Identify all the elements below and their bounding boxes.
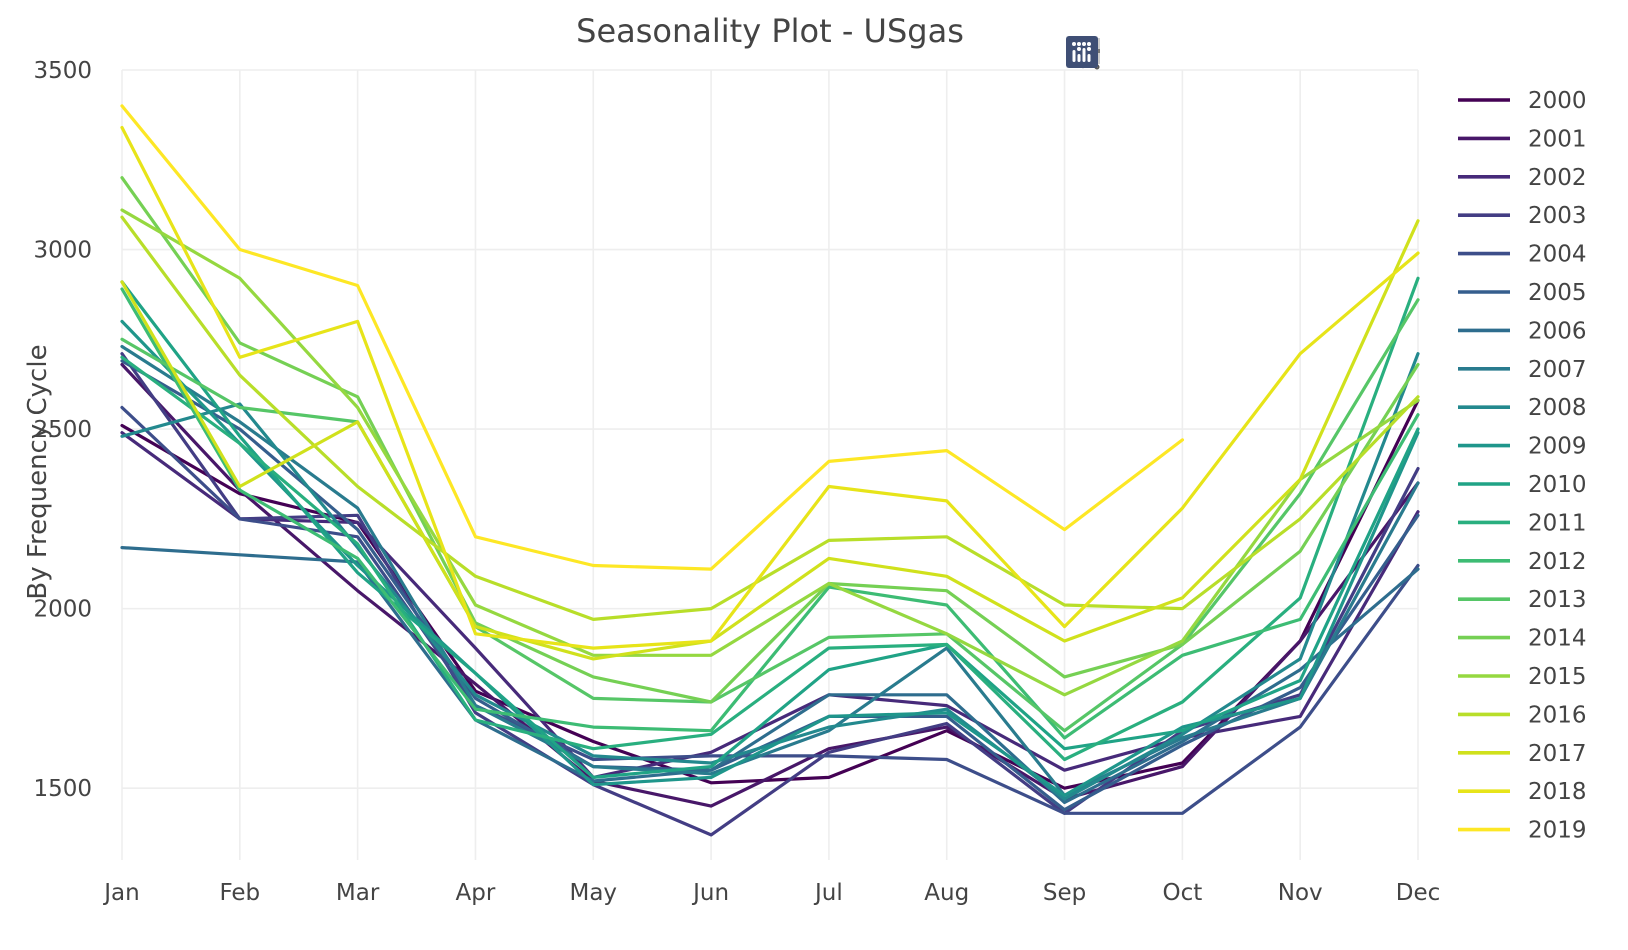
y-axis-label: By Frequency Cycle (23, 344, 53, 599)
legend-label: 2018 (1528, 779, 1587, 805)
legend-label: 2002 (1528, 165, 1587, 191)
series-line-2006[interactable] (120, 546, 1420, 805)
zoom-in-icon[interactable] (1067, 37, 1282, 78)
x-tick-label: Oct (1162, 880, 1202, 906)
hover-closest-icon[interactable] (1067, 38, 1488, 78)
x-tick-label: Jul (813, 880, 843, 906)
legend-item-2010[interactable]: 2010 (1458, 472, 1587, 498)
legend-item-2016[interactable]: 2016 (1458, 702, 1587, 728)
x-tick-label: Dec (1396, 880, 1441, 906)
legend-label: 2016 (1528, 702, 1587, 728)
legend-label: 2011 (1528, 510, 1587, 536)
legend-label: 2003 (1528, 203, 1587, 229)
x-tick-label: Feb (219, 880, 260, 906)
grid-layer (121, 69, 1419, 860)
zoom-out-icon[interactable] (1067, 37, 1330, 78)
series-line-2016[interactable] (120, 215, 1420, 621)
legend-item-2006[interactable]: 2006 (1458, 318, 1587, 344)
legend-label: 2005 (1528, 280, 1587, 306)
x-tick-label: Mar (336, 880, 380, 906)
legend-item-2014[interactable]: 2014 (1458, 626, 1587, 652)
series-line-2013[interactable] (120, 298, 1420, 733)
pan-icon[interactable] (1067, 37, 1220, 78)
y-tick-label: 2000 (33, 597, 92, 623)
series-line-2010[interactable] (120, 280, 1420, 779)
series-line-2000[interactable] (120, 398, 1420, 790)
legend-label: 2019 (1528, 818, 1587, 844)
series-line-2012[interactable] (120, 287, 1420, 740)
x-tick-label: Nov (1278, 880, 1323, 906)
legend-label: 2009 (1528, 434, 1587, 460)
legend-item-2007[interactable]: 2007 (1458, 357, 1587, 383)
reset-axes-icon[interactable] (1067, 38, 1426, 78)
legend-label: 2001 (1528, 126, 1587, 152)
legend-label: 2010 (1528, 472, 1587, 498)
chart-title: Seasonality Plot - USgas (576, 12, 964, 50)
zoom-icon[interactable] (1068, 38, 1172, 78)
hover-compare-icon[interactable] (1067, 38, 1536, 78)
axis-layer: Jan Feb Mar Apr May Jun Jul Aug Sep Oct Nov Dec 1500… (33, 58, 1440, 906)
legend-item-2012[interactable]: 2012 (1458, 549, 1587, 575)
x-tick-label: Jan (102, 880, 139, 906)
legend-label: 2004 (1528, 242, 1587, 268)
autoscale-icon[interactable] (1066, 36, 1378, 78)
legend-label: 2008 (1528, 395, 1587, 421)
series-line-2011[interactable] (120, 276, 1420, 762)
x-tick-label: Jun (691, 880, 729, 906)
series-layer[interactable] (120, 104, 1420, 837)
series-line-2004[interactable] (120, 405, 1420, 815)
legend-item-2011[interactable]: 2011 (1458, 510, 1587, 536)
legend-label: 2007 (1528, 357, 1587, 383)
series-line-2017[interactable] (120, 219, 1420, 661)
legend-item-2019[interactable]: 2019 (1458, 818, 1587, 844)
legend-label: 2006 (1528, 318, 1587, 344)
modebar-toolbar (1066, 36, 1602, 80)
series-line-2018[interactable] (120, 125, 1420, 650)
series-line-2003[interactable] (120, 352, 1420, 837)
legend-label: 2017 (1528, 741, 1587, 767)
legend[interactable]: 2000 2001 2002 2003 2004 2005 2006 2007 2008 2009… (1458, 88, 1587, 844)
plotly-logo-icon[interactable] (1066, 36, 1598, 78)
legend-item-2004[interactable]: 2004 (1458, 242, 1587, 268)
x-tick-label: Apr (456, 880, 496, 906)
y-tick-label: 2500 (33, 417, 92, 443)
legend-label: 2015 (1528, 664, 1587, 690)
x-tick-label: Aug (924, 880, 969, 906)
x-tick-label: May (569, 880, 617, 906)
legend-item-2015[interactable]: 2015 (1458, 664, 1587, 690)
legend-label: 2012 (1528, 549, 1587, 575)
legend-item-2003[interactable]: 2003 (1458, 203, 1587, 229)
legend-item-2009[interactable]: 2009 (1458, 434, 1587, 460)
legend-item-2018[interactable]: 2018 (1458, 779, 1587, 805)
legend-item-2005[interactable]: 2005 (1458, 280, 1587, 306)
series-line-2007[interactable] (120, 344, 1420, 797)
y-tick-label: 1500 (33, 776, 92, 802)
series-line-2019[interactable] (120, 104, 1184, 571)
legend-label: 2014 (1528, 626, 1587, 652)
x-tick-label: Sep (1043, 880, 1086, 906)
legend-item-2008[interactable]: 2008 (1458, 395, 1587, 421)
legend-item-2002[interactable]: 2002 (1458, 165, 1587, 191)
series-line-2014[interactable] (120, 176, 1420, 704)
series-line-2015[interactable] (120, 208, 1420, 697)
legend-item-2001[interactable]: 2001 (1458, 126, 1587, 152)
y-tick-label: 3500 (33, 58, 92, 84)
y-tick-label: 3000 (33, 238, 92, 264)
series-line-2001[interactable] (120, 362, 1420, 808)
legend-label: 2000 (1528, 88, 1587, 114)
legend-item-2000[interactable]: 2000 (1458, 88, 1587, 114)
legend-item-2017[interactable]: 2017 (1458, 741, 1587, 767)
series-line-2005[interactable] (120, 359, 1420, 812)
legend-label: 2013 (1528, 587, 1587, 613)
legend-item-2013[interactable]: 2013 (1458, 587, 1587, 613)
